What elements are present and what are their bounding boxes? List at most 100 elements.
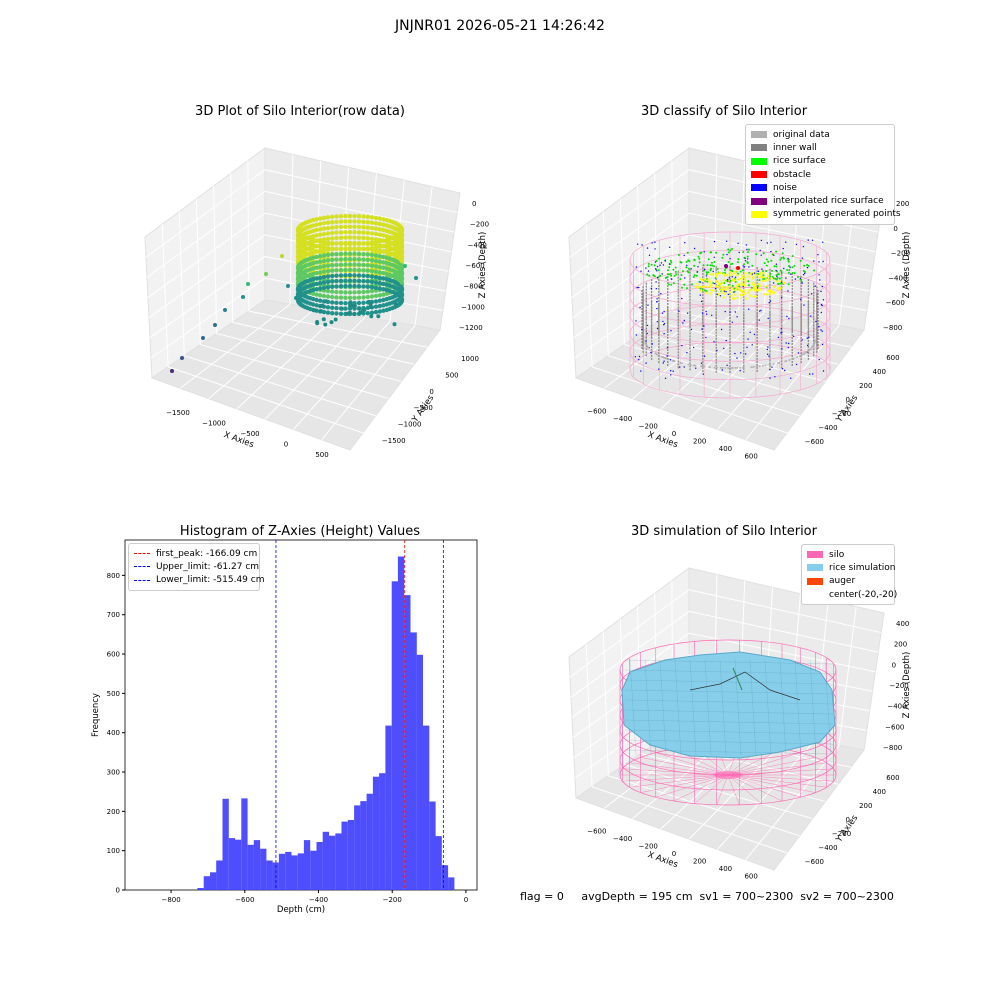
noise-point <box>822 241 824 243</box>
raw-data-point <box>365 284 370 289</box>
raw-data-point <box>318 216 323 221</box>
rice-mesh-line <box>794 659 802 756</box>
grid-line <box>570 610 879 698</box>
noise-point <box>645 267 647 269</box>
rice-surface-point <box>791 266 794 269</box>
raw-data-point <box>381 244 386 249</box>
rice-mesh-line <box>824 659 832 756</box>
raw-bottom-point <box>350 303 355 308</box>
noise-point <box>818 358 820 361</box>
rice-simulation-surface <box>621 651 836 759</box>
rice-surface-point <box>776 277 779 279</box>
symmetric-point <box>742 283 746 286</box>
raw-data-point <box>377 264 382 270</box>
rice-surface-point <box>807 264 810 267</box>
histogram-bar <box>397 556 405 890</box>
raw-data-point <box>381 297 386 303</box>
symmetric-point <box>743 292 746 296</box>
raw-data-point <box>381 249 386 254</box>
raw-data-point <box>373 242 379 247</box>
raw-data-point <box>325 263 331 268</box>
z-tick-label: −600 <box>886 299 905 307</box>
original-data-point <box>778 361 781 364</box>
z-tick-label: −400 <box>888 274 907 282</box>
symmetric-point <box>710 288 713 292</box>
raw-data-point <box>365 220 370 225</box>
x-tick-label: −400 <box>613 415 632 423</box>
noise-point <box>686 312 689 314</box>
x-tick-label: −600 <box>587 828 606 836</box>
raw-data-point <box>373 258 379 264</box>
noise-point <box>655 281 657 283</box>
symmetric-point <box>715 274 718 277</box>
raw-data-point <box>343 290 348 295</box>
raw-data-point <box>373 299 379 304</box>
silo-floor-spoke <box>640 757 729 776</box>
silo-floor-spoke <box>716 774 729 805</box>
rice-surface-point <box>707 258 710 261</box>
raw-panel-title: 3D Plot of Silo Interior(row data) <box>195 104 405 119</box>
raw-data-point <box>347 230 353 235</box>
raw-data-point <box>318 286 323 291</box>
raw-data-point <box>377 298 382 303</box>
raw-data-point <box>384 296 389 302</box>
noise-point <box>746 346 748 348</box>
raw-data-point <box>338 235 344 240</box>
raw-data-point <box>365 294 370 300</box>
raw-data-point <box>369 274 375 279</box>
noise-point <box>789 266 791 268</box>
noise-point <box>811 239 814 241</box>
raw-data-point <box>311 287 316 293</box>
rice-surface-point <box>668 273 671 276</box>
rice-surface-point <box>738 285 741 288</box>
raw-data-point <box>369 294 375 299</box>
rice-ridge-line <box>689 671 801 701</box>
legend-label: silo <box>829 549 845 560</box>
classify-legend: original data inner wall rice surface obsta… <box>745 124 901 226</box>
noise-point <box>705 275 708 277</box>
raw-data-point <box>330 268 335 273</box>
symmetric-point <box>761 279 765 282</box>
original-data-point <box>703 365 706 368</box>
raw-data-point <box>361 257 366 262</box>
raw-data-point <box>334 252 339 257</box>
grid-line <box>585 224 593 367</box>
rice-surface-point <box>702 264 705 267</box>
raw-data-point <box>311 239 316 244</box>
legend-label: rice surface <box>773 156 826 167</box>
raw-data-point <box>352 295 357 300</box>
histogram-bar <box>247 844 254 890</box>
rice-surface-point <box>713 265 715 268</box>
raw-data-point <box>399 248 404 253</box>
raw-data-point <box>318 298 323 303</box>
rice-surface-point <box>741 269 744 272</box>
raw-data-point <box>343 213 348 219</box>
raw-data-point <box>381 260 386 265</box>
noise-point <box>650 287 652 290</box>
raw-data-point <box>373 215 379 221</box>
noise-point <box>666 347 669 349</box>
original-data-point <box>803 352 806 355</box>
noise-point <box>668 263 671 265</box>
noise-point <box>766 348 768 351</box>
noise-point <box>635 320 637 322</box>
grid-line <box>200 344 389 400</box>
noise-point <box>810 293 813 295</box>
legend-entry: Upper_limit: -61.27 cm <box>134 560 259 573</box>
grid-line <box>264 316 366 420</box>
rice-surface-point <box>770 259 773 262</box>
noise-point <box>638 286 640 289</box>
grid-line <box>167 366 364 434</box>
silo-floor-spoke <box>727 774 740 805</box>
noise-point <box>646 247 649 249</box>
raw-data-point <box>325 247 331 252</box>
raw-data-point <box>334 278 339 284</box>
rice-surface-point <box>731 247 733 250</box>
raw-data-point <box>369 236 375 242</box>
raw-data-point <box>369 285 375 290</box>
symmetric-point <box>722 278 725 282</box>
raw-bottom-point <box>318 309 323 314</box>
y-tick-label: 300 <box>107 769 120 777</box>
legend-line-swatch <box>134 553 150 555</box>
